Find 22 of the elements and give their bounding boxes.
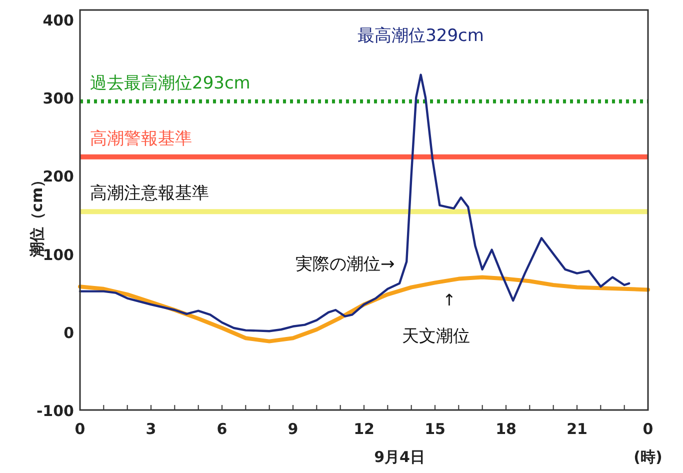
y-tick-label: -100 — [36, 402, 74, 420]
x-tick-label: 15 — [424, 420, 446, 438]
text: (時) — [634, 448, 662, 466]
x-tick-label: 0 — [642, 420, 654, 438]
x-tick-label: 6 — [216, 420, 228, 438]
annotation: ↑ — [442, 290, 456, 310]
x-tick-label: 9 — [288, 420, 298, 438]
ref-line-label: 過去最高潮位293cm — [90, 73, 250, 94]
x-tick-label: 0 — [74, 420, 86, 438]
annotation: 天文潮位 — [402, 326, 470, 346]
x-tick-label: 3 — [146, 420, 156, 438]
y-tick-label: 300 — [42, 90, 74, 108]
x-axis-title: 9月4日 — [374, 448, 425, 466]
x-tick-label: 18 — [496, 420, 516, 438]
x-tick-label: 21 — [566, 420, 588, 438]
annotation: 最高潮位329cm — [358, 26, 484, 46]
annotation: 実際の潮位→ — [296, 254, 395, 274]
x-tick-label: 12 — [354, 420, 374, 438]
y-tick-label: 400 — [42, 11, 74, 30]
ref-line-label: 高潮注意報基準 — [90, 184, 209, 204]
y-tick-label: 0 — [64, 324, 74, 342]
ref-line-label: 高潮警報基準 — [90, 128, 192, 149]
